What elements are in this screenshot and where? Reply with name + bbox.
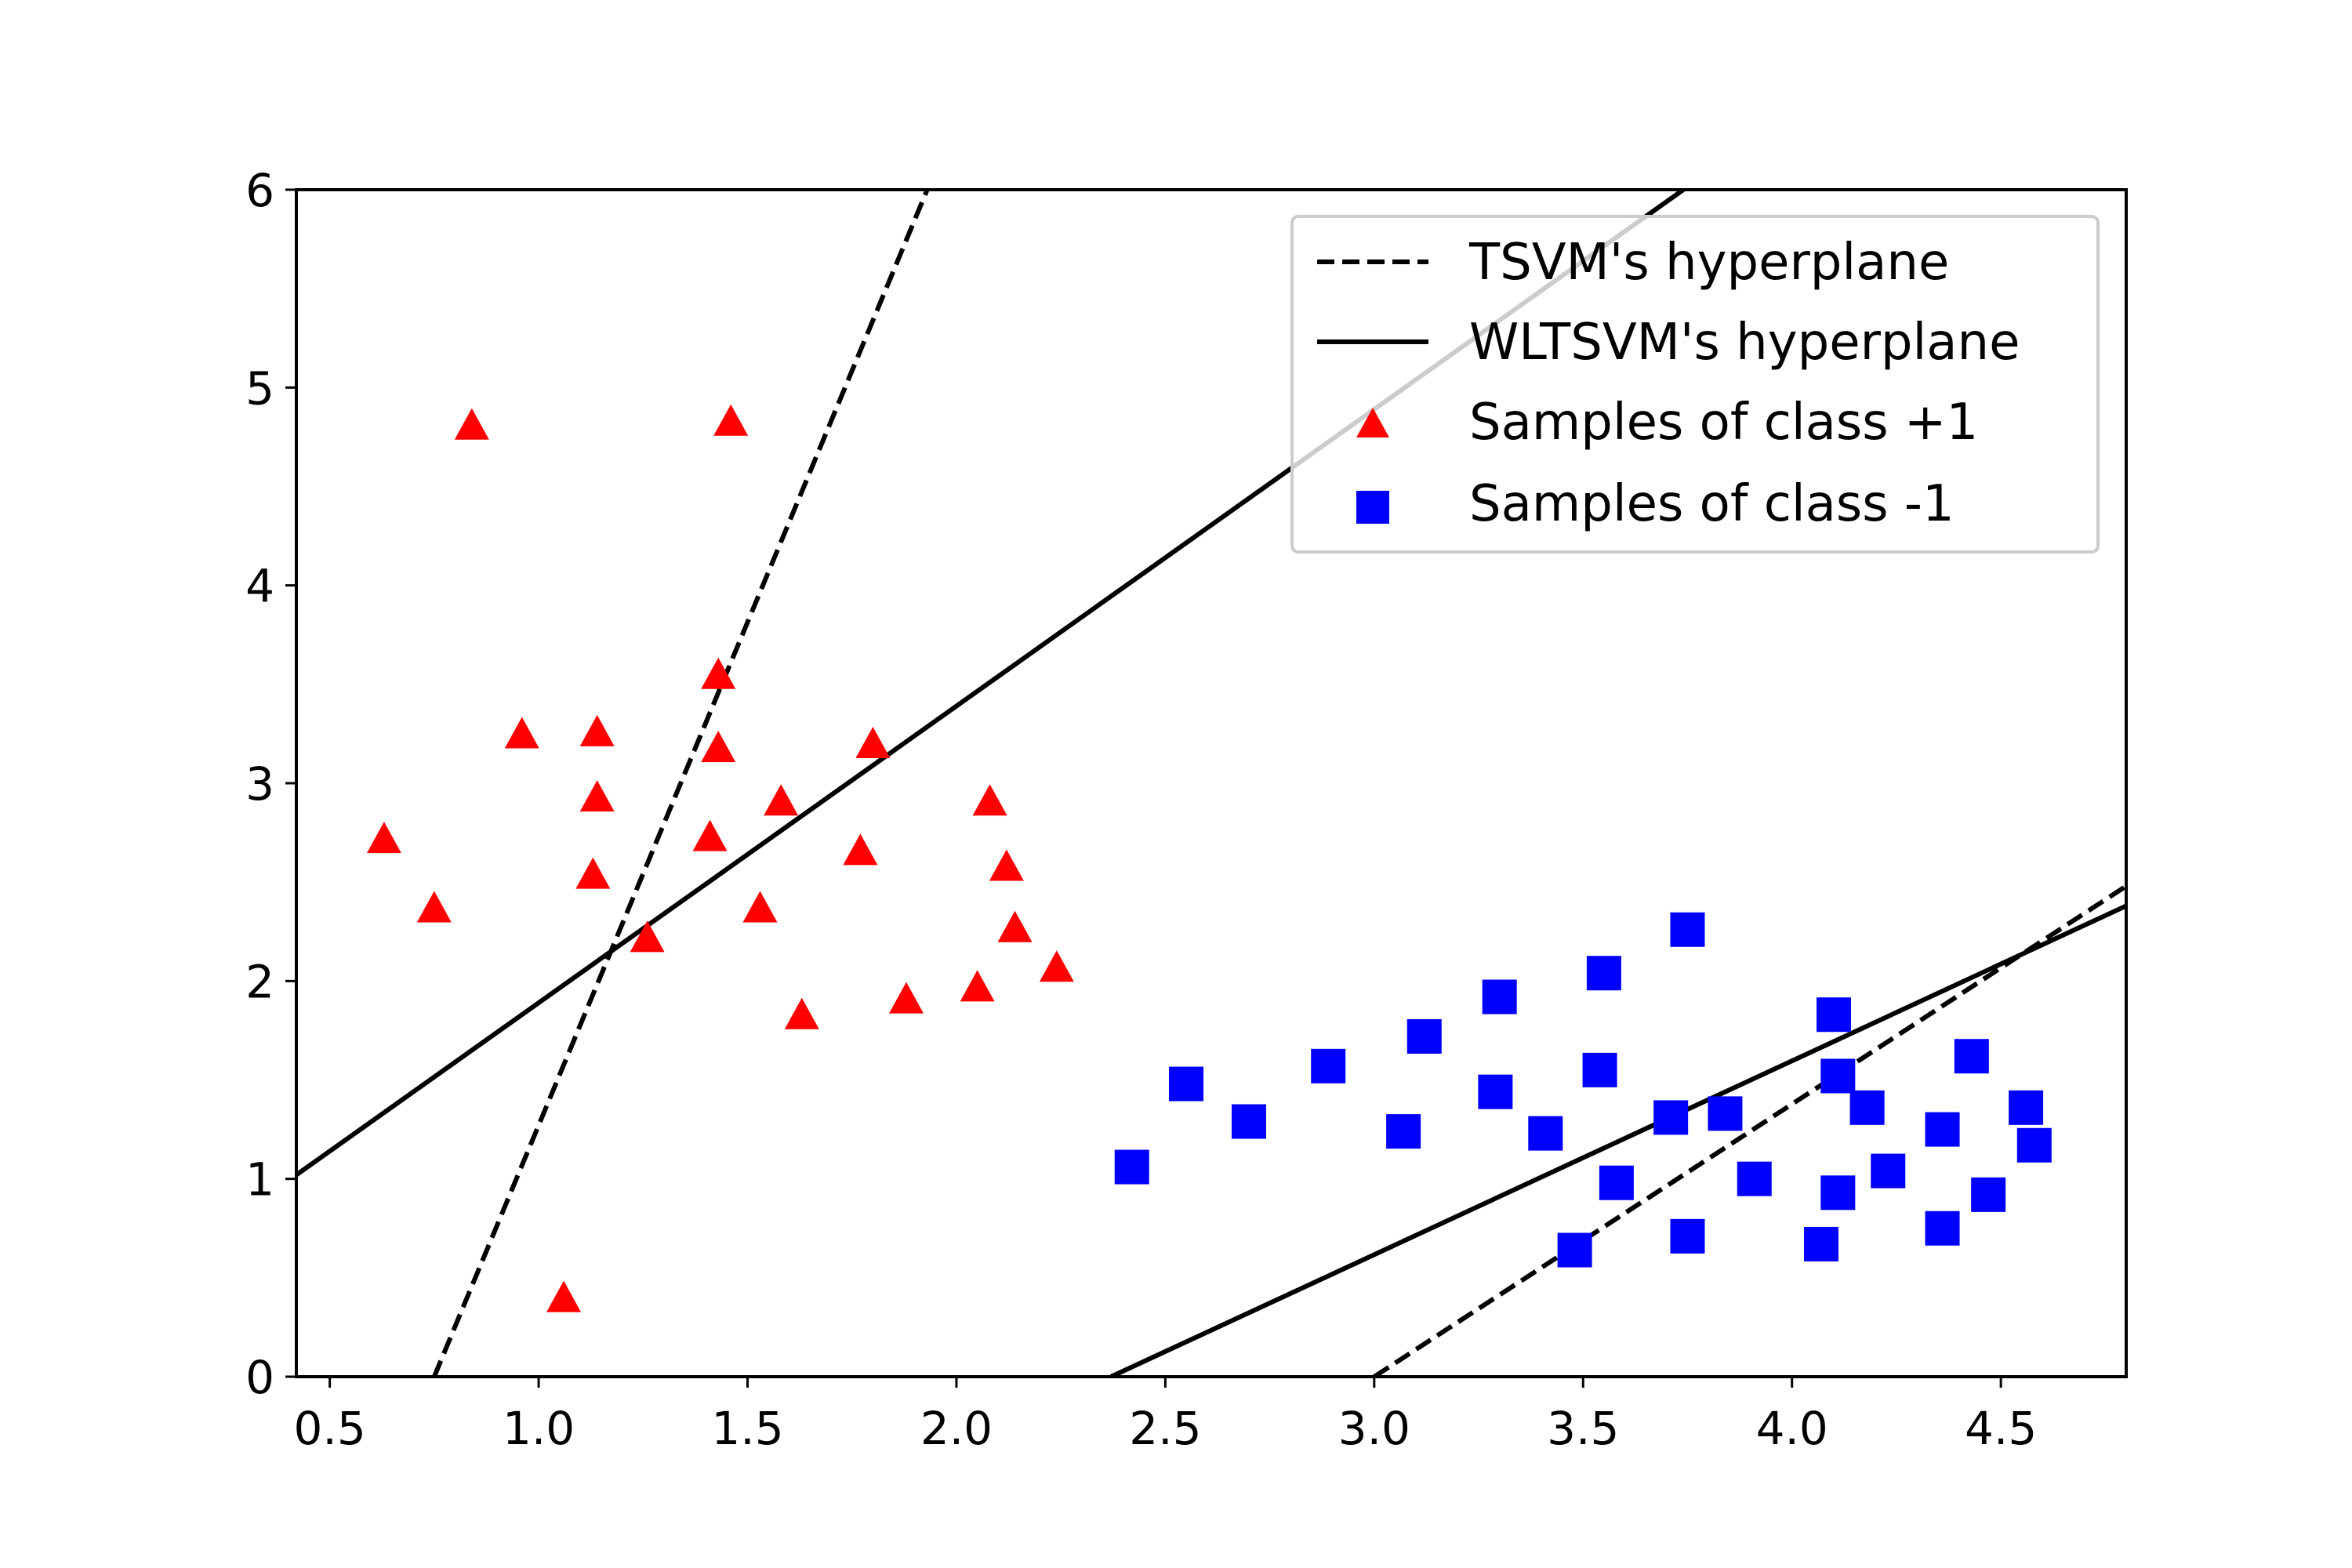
y-tick-label: 2 bbox=[245, 955, 274, 1008]
class-neg-point bbox=[1737, 1161, 1772, 1196]
x-tick-label: 1.5 bbox=[711, 1402, 783, 1455]
class-neg-point bbox=[1599, 1165, 1634, 1200]
class-neg-point bbox=[1231, 1104, 1266, 1139]
class-pos-point bbox=[742, 891, 778, 923]
class-neg-point bbox=[2016, 1127, 2052, 1163]
x-tick-label: 3.0 bbox=[1338, 1402, 1410, 1455]
class-neg-point bbox=[1311, 1048, 1346, 1083]
x-tick-label: 2.5 bbox=[1129, 1402, 1201, 1455]
class-pos-point bbox=[972, 784, 1007, 816]
legend-label-class-neg: Samples of class -1 bbox=[1469, 475, 1955, 533]
class-neg-point bbox=[1820, 1058, 1856, 1094]
x-tick-label: 2.0 bbox=[920, 1402, 993, 1455]
class-pos-point bbox=[764, 784, 799, 816]
class-pos-point bbox=[579, 780, 615, 812]
y-tick-label: 3 bbox=[245, 757, 274, 811]
class-pos-point bbox=[855, 727, 891, 759]
tsvm-hyperplane-line-0 bbox=[432, 190, 930, 1377]
class-neg-point bbox=[1478, 1074, 1513, 1109]
x-tick-label: 4.5 bbox=[1965, 1402, 2037, 1455]
legend-triangle-marker bbox=[1356, 408, 1389, 437]
y-tick-label: 0 bbox=[245, 1351, 274, 1404]
sample-points bbox=[366, 404, 2052, 1312]
class-pos-point bbox=[960, 970, 995, 1002]
x-axis-ticks: 0.5 1.0 1.5 2.0 2.5 3.0 3.5 4.0 4.5 bbox=[294, 1377, 2037, 1455]
class-pos-point bbox=[701, 657, 736, 689]
y-axis-ticks: 0 1 2 3 4 5 6 bbox=[245, 164, 296, 1404]
class-neg-point bbox=[1804, 1226, 1838, 1261]
class-neg-point bbox=[1586, 956, 1621, 991]
x-tick-label: 3.5 bbox=[1547, 1402, 1619, 1455]
class-neg-point bbox=[1653, 1100, 1689, 1135]
class-neg-point bbox=[2009, 1090, 2044, 1125]
class-neg-point bbox=[1670, 912, 1705, 947]
legend-label-class-pos: Samples of class +1 bbox=[1469, 394, 1978, 452]
y-tick-label: 4 bbox=[245, 560, 274, 613]
class-neg-point bbox=[1386, 1114, 1421, 1149]
class-pos-point bbox=[454, 408, 489, 440]
y-tick-label: 6 bbox=[245, 164, 274, 217]
class-neg-point bbox=[1971, 1177, 2006, 1212]
wltsvm-hyperplane-line-3 bbox=[1109, 903, 2126, 1377]
class-neg-point bbox=[1169, 1066, 1204, 1102]
class-neg-point bbox=[1820, 1175, 1856, 1210]
class-neg-point bbox=[1816, 997, 1851, 1033]
class-pos-point bbox=[713, 404, 749, 436]
class-neg-point bbox=[1849, 1090, 1885, 1125]
class-pos-point bbox=[997, 910, 1033, 942]
class-neg-point bbox=[1482, 979, 1517, 1014]
x-tick-label: 1.0 bbox=[503, 1402, 575, 1455]
class-pos-point bbox=[843, 833, 878, 866]
class-pos-point bbox=[546, 1280, 582, 1312]
class-pos-point bbox=[630, 920, 665, 953]
class-neg-point bbox=[1925, 1112, 1960, 1147]
class-neg-point bbox=[1670, 1218, 1705, 1254]
class-pos-point bbox=[579, 714, 615, 746]
legend-label-wltsvm: WLTSVM's hyperplane bbox=[1469, 314, 2020, 372]
class-neg-point bbox=[1114, 1149, 1149, 1185]
class-neg-point bbox=[1954, 1039, 1989, 1074]
legend-square-marker bbox=[1356, 491, 1389, 524]
class-pos-point bbox=[1039, 950, 1074, 982]
x-tick-label: 4.0 bbox=[1756, 1402, 1828, 1455]
y-tick-label: 5 bbox=[245, 361, 274, 415]
class-pos-point bbox=[989, 849, 1024, 881]
class-pos-point bbox=[784, 997, 819, 1029]
y-tick-label: 1 bbox=[245, 1153, 274, 1207]
class-neg-point bbox=[1582, 1052, 1617, 1087]
legend-frame bbox=[1290, 215, 2100, 554]
class-neg-point bbox=[1708, 1096, 1743, 1131]
class-neg-point bbox=[1925, 1210, 1960, 1246]
class-pos-point bbox=[366, 822, 401, 854]
legend-label-tsvm: TSVM's hyperplane bbox=[1468, 234, 1949, 292]
class-neg-point bbox=[1871, 1153, 1906, 1189]
class-pos-point bbox=[889, 982, 924, 1014]
x-tick-label: 0.5 bbox=[294, 1402, 366, 1455]
class-neg-point bbox=[1406, 1018, 1442, 1054]
legend: TSVM's hyperplane WLTSVM's hyperplane Sa… bbox=[1290, 215, 2100, 554]
class-pos-point bbox=[504, 717, 539, 749]
class-pos-point bbox=[701, 731, 736, 763]
class-neg-point bbox=[1557, 1232, 1592, 1268]
class-pos-point bbox=[692, 819, 728, 851]
class-pos-point bbox=[575, 857, 611, 889]
class-pos-point bbox=[416, 891, 452, 923]
class-neg-point bbox=[1528, 1116, 1563, 1151]
